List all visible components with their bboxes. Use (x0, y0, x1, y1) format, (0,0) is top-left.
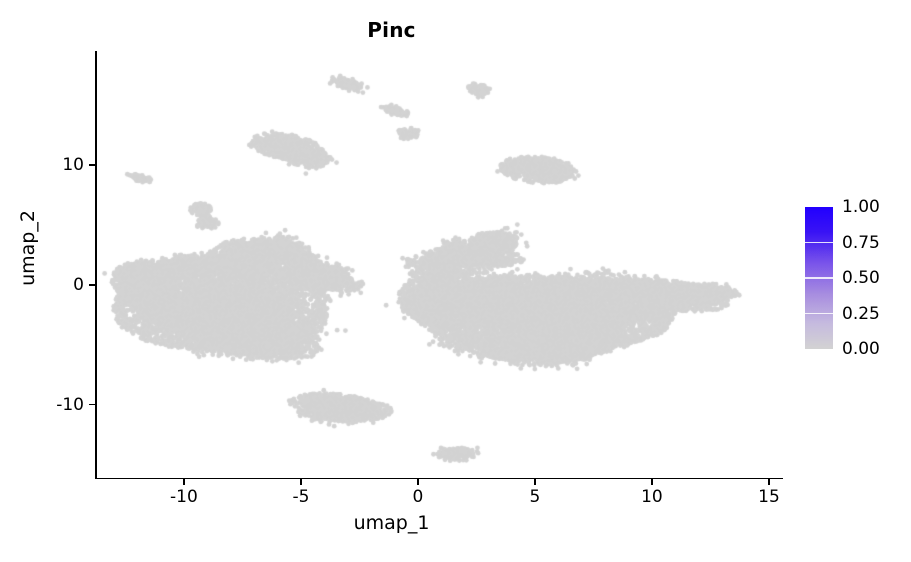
colorbar-tick-label: 1.00 (842, 197, 880, 217)
colorbar: 1.00 0.75 0.50 0.25 0.00 (805, 197, 905, 359)
page-title: Pinc (367, 18, 416, 42)
scatter-plot-area (95, 51, 783, 479)
colorbar-tick-label: 0.25 (842, 303, 880, 324)
y-tick-mark (89, 164, 95, 166)
x-tick-mark (651, 479, 653, 485)
x-tick-label: -5 (292, 487, 310, 507)
y-axis-spine (95, 51, 97, 479)
x-tick-label: 10 (641, 487, 663, 507)
y-axis-label: umap_2 (17, 210, 39, 286)
x-axis-label: umap_1 (353, 512, 430, 534)
x-axis-spine (95, 477, 783, 480)
colorbar-tick-mark (805, 277, 833, 279)
colorbar-tick-label: 0.00 (842, 339, 880, 359)
y-tick-label: 10 (62, 154, 84, 175)
x-tick-label: 5 (529, 487, 541, 507)
x-tick-mark (534, 479, 536, 485)
x-tick-label: -10 (170, 487, 198, 507)
colorbar-tick-mark (805, 312, 833, 315)
colorbar-tick-mark (805, 241, 833, 244)
scatter-points-canvas (95, 51, 783, 479)
y-tick-mark (89, 403, 95, 406)
y-tick-label: 0 (73, 274, 84, 295)
x-tick-label: 15 (758, 487, 780, 507)
x-tick-mark (768, 479, 770, 485)
colorbar-tick-label: 0.50 (842, 268, 880, 288)
x-tick-mark (300, 479, 302, 485)
x-tick-mark (417, 479, 419, 485)
x-tick-mark (183, 479, 185, 485)
y-tick-mark (89, 284, 95, 286)
x-tick-label: 0 (412, 487, 424, 507)
y-tick-label: -10 (56, 394, 84, 415)
colorbar-tick-label: 0.75 (842, 232, 880, 253)
